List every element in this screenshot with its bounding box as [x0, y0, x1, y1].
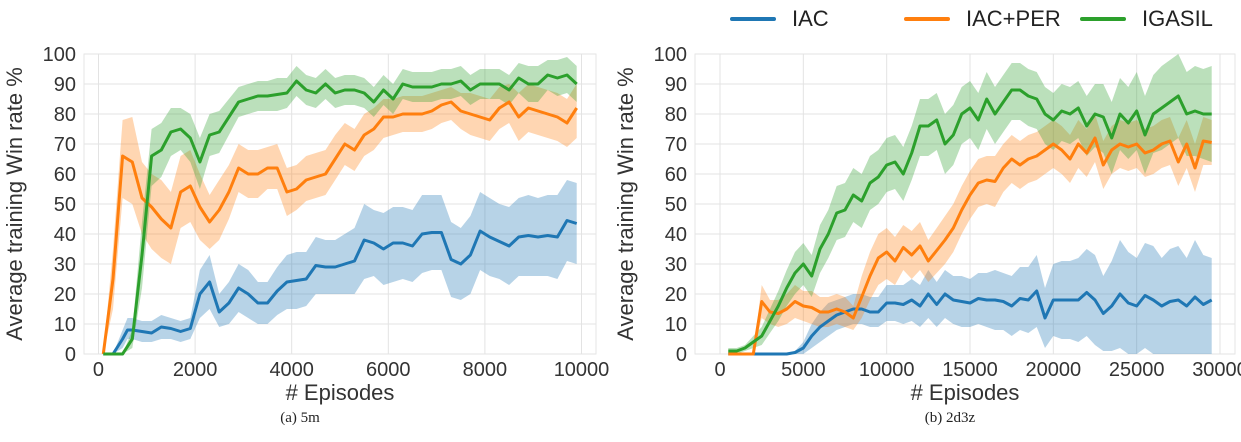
y-tick-label: 40	[54, 224, 76, 246]
x-axis-label: # Episodes	[286, 380, 395, 405]
band-iac-per	[728, 114, 1212, 354]
y-tick-label: 40	[665, 224, 687, 246]
band-igasil	[103, 57, 577, 354]
y-tick-label: 70	[54, 134, 76, 156]
y-axis-label: Average training Win rate %	[2, 67, 27, 341]
x-tick-label: 0	[93, 359, 104, 381]
x-tick-label: 2000	[173, 359, 218, 381]
y-tick-label: 90	[665, 74, 687, 96]
line-iac	[103, 219, 578, 356]
x-tick-label: 0	[714, 359, 725, 381]
y-tick-label: 90	[54, 74, 76, 96]
y-tick-label: 20	[54, 284, 76, 306]
y-tick-label: 10	[54, 314, 76, 336]
y-tick-label: 50	[665, 194, 687, 216]
x-tick-label: 6000	[366, 359, 411, 381]
legend-swatch-iac	[730, 17, 776, 21]
y-tick-label: 30	[665, 254, 687, 276]
y-tick-label: 80	[665, 104, 687, 126]
x-tick-label: 4000	[269, 359, 314, 381]
x-tick-label: 20000	[1026, 359, 1082, 381]
x-tick-label: 10000	[554, 359, 610, 381]
x-tick-label: 10000	[859, 359, 915, 381]
legend-label-iac: IAC	[792, 6, 829, 31]
legend-label-iac-per: IAC+PER	[966, 6, 1061, 31]
line-igasil	[103, 73, 578, 356]
y-tick-label: 50	[54, 194, 76, 216]
y-axis-label: Average training Win rate %	[613, 67, 638, 341]
legend-item-iac: IAC	[730, 6, 829, 32]
x-tick-label: 25000	[1109, 359, 1165, 381]
y-tick-label: 30	[54, 254, 76, 276]
y-tick-label: 60	[54, 164, 76, 186]
legend-item-iac-per: IAC+PER	[904, 6, 1061, 32]
x-tick-label: 8000	[463, 359, 508, 381]
y-tick-label: 100	[43, 44, 76, 66]
y-tick-label: 70	[665, 134, 687, 156]
line-iac	[728, 289, 1213, 356]
x-tick-label: 30000	[1192, 359, 1241, 381]
line-igasil	[728, 88, 1212, 353]
x-axis-label: # Episodes	[911, 380, 1020, 405]
caption-b: (b) 2d3z	[924, 410, 976, 426]
chart-b: 0 10 20 30 40 50 60 70 80 90 100 0 5000 10000 15000 200…	[613, 44, 1241, 405]
x-tick-label: 5000	[781, 359, 826, 381]
x-tick-label: 15000	[942, 359, 998, 381]
chart-a: 0 10 20 30 40 50 60 70 80 90 100 0 2000 4000 6000 8000 1…	[2, 44, 609, 405]
y-tick-label: 60	[665, 164, 687, 186]
band-iac	[728, 240, 1212, 354]
legend-swatch-igasil	[1080, 17, 1126, 21]
caption-a: (a) 5m	[280, 410, 320, 426]
legend-swatch-iac-per	[904, 17, 950, 21]
y-tick-label: 0	[676, 344, 687, 366]
legend: IAC IAC+PER IGASIL	[712, 6, 1232, 36]
line-iac-per	[101, 100, 578, 355]
line-iac-per	[728, 136, 1212, 356]
band-iac-per	[103, 84, 577, 354]
y-tick-label: 0	[65, 344, 76, 366]
band-igasil	[728, 54, 1212, 354]
y-tick-label: 20	[665, 284, 687, 306]
legend-label-igasil: IGASIL	[1142, 6, 1213, 31]
y-tick-label: 80	[54, 104, 76, 126]
y-tick-label: 10	[665, 314, 687, 336]
legend-item-igasil: IGASIL	[1080, 6, 1213, 32]
y-tick-label: 100	[654, 44, 687, 66]
